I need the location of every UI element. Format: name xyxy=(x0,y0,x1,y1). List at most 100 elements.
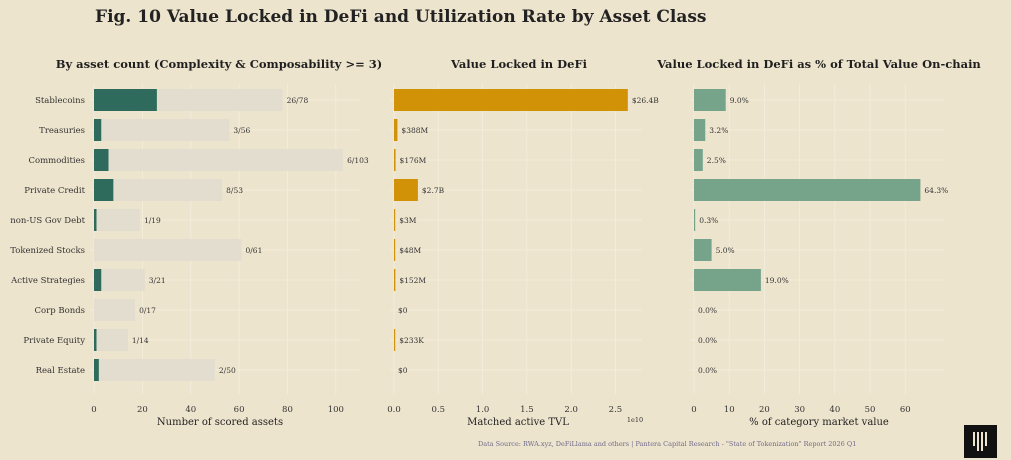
bar-total-assets xyxy=(94,299,136,321)
data-label: 2.5% xyxy=(707,156,726,165)
bar-value xyxy=(694,119,706,141)
data-label: 5.0% xyxy=(716,246,735,255)
bar-value xyxy=(394,149,396,171)
panel-percent-on-chain: Value Locked in DeFi as % of Total Value… xyxy=(656,57,981,428)
data-label: $176M xyxy=(400,156,427,165)
data-label: 0.0% xyxy=(698,336,717,345)
bar-value xyxy=(694,209,696,231)
category-label: Private Credit xyxy=(24,186,85,196)
data-label: 1/19 xyxy=(144,216,161,225)
bar-value xyxy=(394,209,396,231)
bar-scored-assets xyxy=(94,89,157,111)
data-label: $233K xyxy=(399,336,424,345)
data-label: 8/53 xyxy=(226,186,243,195)
x-tick-label: 0 xyxy=(91,405,96,415)
bar-value xyxy=(694,269,761,291)
bar-total-assets xyxy=(94,209,140,231)
panel-value-locked: Value Locked in DeFi 0.0 0.5 1.0 1.5 2.0 2.5 Ma… xyxy=(387,57,659,428)
bar-scored-assets xyxy=(94,209,97,231)
x-tick-label: 10 xyxy=(724,405,735,415)
bar-scored-assets xyxy=(94,149,109,171)
data-label: $0 xyxy=(398,366,408,375)
data-label: $2.7B xyxy=(422,186,445,195)
bar-value xyxy=(694,149,703,171)
bar-total-assets xyxy=(94,269,145,291)
bar-value xyxy=(694,179,921,201)
bar-value xyxy=(694,89,726,111)
bar-scored-assets xyxy=(94,119,102,141)
source-note: Data Source: RWA.xyz, DeFiLlama and othe… xyxy=(478,440,856,448)
data-label: $152M xyxy=(399,276,426,285)
x-tick-label: 20 xyxy=(137,405,148,415)
x-tick-label: 20 xyxy=(759,405,770,415)
x-axis-label: Number of scored assets xyxy=(157,417,283,428)
x-tick-label: 30 xyxy=(794,405,805,415)
data-label: $0 xyxy=(398,306,408,315)
x-tick-label: 0 xyxy=(691,405,696,415)
data-label: $3M xyxy=(399,216,417,225)
x-tick-label: 0.5 xyxy=(432,405,446,415)
x-tick-label: 1.0 xyxy=(476,405,490,415)
bar-value xyxy=(394,329,396,351)
data-label: 64.3% xyxy=(924,186,948,195)
data-label: 9.0% xyxy=(730,96,749,105)
x-tick-label: 2.5 xyxy=(609,405,623,415)
data-label: 3/56 xyxy=(233,126,250,135)
data-label: 0/61 xyxy=(246,246,263,255)
x-tick-label: 40 xyxy=(829,405,840,415)
data-label: 19.0% xyxy=(765,276,789,285)
data-label: 0/17 xyxy=(139,306,156,315)
x-tick-label: 0.0 xyxy=(387,405,401,415)
bar-total-assets xyxy=(94,359,215,381)
bar-value xyxy=(394,89,628,111)
data-label: 0.3% xyxy=(699,216,718,225)
category-label: Stablecoins xyxy=(35,96,85,106)
x-tick-label: 60 xyxy=(900,405,911,415)
panel-title: By asset count (Complexity & Composabili… xyxy=(56,57,382,71)
bar-scored-assets xyxy=(94,329,97,351)
category-label: Real Estate xyxy=(36,366,85,376)
x-tick-label: 100 xyxy=(328,405,344,415)
panel-title: Value Locked in DeFi xyxy=(450,57,588,71)
bar-total-assets xyxy=(94,239,242,261)
bar-total-assets xyxy=(94,329,128,351)
x-axis-label: % of category market value xyxy=(749,417,889,428)
bar-total-assets xyxy=(94,119,230,141)
panel-title: Value Locked in DeFi as % of Total Value… xyxy=(656,57,981,71)
bar-scored-assets xyxy=(94,359,99,381)
category-label: Tokenized Stocks xyxy=(10,246,85,256)
data-label: 0.0% xyxy=(698,366,717,375)
bar-total-assets xyxy=(94,179,223,201)
x-tick-label: 40 xyxy=(185,405,196,415)
data-label: 1/14 xyxy=(132,336,149,345)
bar-value xyxy=(394,179,418,201)
x-tick-label: 60 xyxy=(234,405,245,415)
category-label: Active Strategies xyxy=(10,276,85,286)
category-label: Private Equity xyxy=(23,336,85,346)
x-tick-label: 50 xyxy=(865,405,876,415)
data-label: 0.0% xyxy=(698,306,717,315)
data-label: $388M xyxy=(401,126,428,135)
category-label: Commodities xyxy=(28,156,85,166)
x-tick-label: 80 xyxy=(282,405,293,415)
bar-scored-assets xyxy=(94,179,114,201)
data-label: 26/78 xyxy=(287,96,309,105)
x-tick-label: 1.5 xyxy=(520,405,534,415)
category-label: Corp Bonds xyxy=(35,306,85,316)
pantera-logo xyxy=(964,425,997,458)
panel-asset-count: By asset count (Complexity & Composabili… xyxy=(10,57,382,428)
bar-value xyxy=(694,239,712,261)
data-label: 3/21 xyxy=(149,276,166,285)
x-tick-label: 2.0 xyxy=(564,405,578,415)
bar-scored-assets xyxy=(94,269,102,291)
data-label: $26.4B xyxy=(632,96,659,105)
data-label: 2/50 xyxy=(219,366,236,375)
bar-value xyxy=(394,239,396,261)
x-axis-offset: 1e10 xyxy=(627,416,643,424)
bar-total-assets xyxy=(94,149,344,171)
category-label: non-US Gov Debt xyxy=(10,216,85,226)
data-label: 3.2% xyxy=(709,126,728,135)
data-label: 6/103 xyxy=(347,156,369,165)
figure-title: Fig. 10 Value Locked in DeFi and Utiliza… xyxy=(95,7,707,27)
